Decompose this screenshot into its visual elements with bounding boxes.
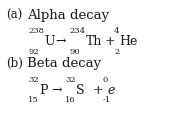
Text: -1: -1 [102, 95, 111, 103]
Text: P: P [39, 83, 48, 96]
Text: 32: 32 [65, 75, 76, 83]
Text: S: S [76, 83, 85, 96]
Text: e: e [108, 83, 115, 96]
Text: 15: 15 [28, 95, 39, 103]
Text: +: + [104, 35, 115, 48]
Text: +: + [93, 83, 103, 96]
Text: 234: 234 [69, 27, 85, 35]
Text: →: → [52, 83, 62, 96]
Text: 238: 238 [28, 27, 44, 35]
Text: He: He [120, 35, 138, 48]
Text: Alpha decay: Alpha decay [27, 9, 109, 22]
Text: U: U [45, 35, 55, 48]
Text: 32: 32 [28, 75, 39, 83]
Text: (a): (a) [6, 9, 22, 22]
Text: 0: 0 [102, 75, 108, 83]
Text: (b): (b) [6, 57, 23, 70]
Text: 92: 92 [28, 47, 39, 55]
Text: 4: 4 [114, 27, 120, 35]
Text: →: → [56, 35, 66, 48]
Text: 90: 90 [69, 47, 80, 55]
Text: Beta decay: Beta decay [27, 57, 101, 70]
Text: 16: 16 [65, 95, 76, 103]
Text: 2: 2 [114, 47, 119, 55]
Text: Th: Th [86, 35, 102, 48]
